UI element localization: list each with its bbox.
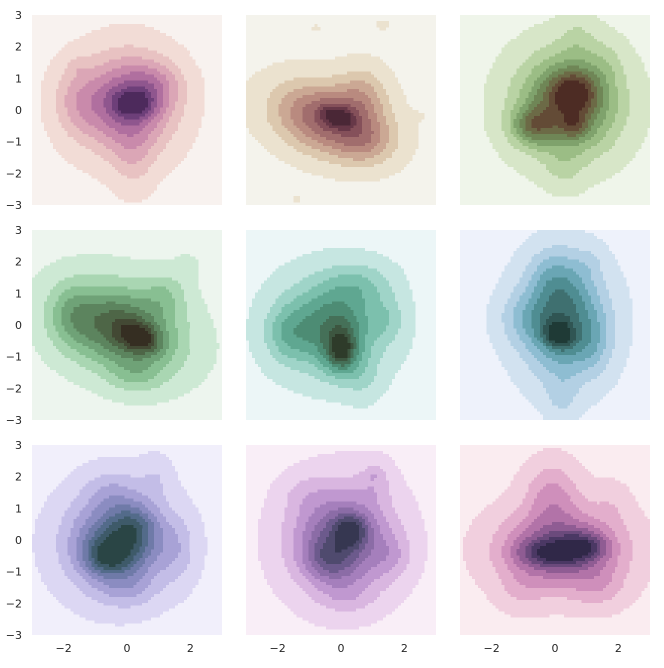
contour-level-8 [121, 325, 152, 347]
y-tick-label: 0 [15, 534, 22, 547]
y-tick-label: 2 [15, 256, 22, 269]
y-tick-label: −1 [6, 351, 22, 364]
contour-level-8 [537, 540, 592, 562]
x-tick-label: −2 [56, 642, 72, 655]
y-tick-label: −2 [6, 167, 22, 180]
x-tick-label: 0 [552, 642, 559, 655]
kde-contours [246, 20, 425, 203]
kde-contours [246, 247, 416, 409]
kde-panel-4: −3 −2 −1 0 1 2 3 [6, 224, 222, 427]
y-tick-label: −3 [6, 199, 22, 212]
y-tick-label: −3 [6, 629, 22, 642]
y-tick-label: 2 [15, 41, 22, 54]
y-tick-label: 3 [15, 224, 22, 237]
y-tick-label: −1 [6, 136, 22, 149]
contour-level-8 [326, 110, 351, 126]
y-tick-label: 1 [15, 502, 22, 515]
kde-contours [32, 253, 220, 406]
y-tick-label: −3 [6, 414, 22, 427]
contour-level-8 [555, 80, 589, 126]
kde-panel-9: −2 0 2 [460, 445, 650, 655]
y-tick-label: 0 [15, 319, 22, 332]
kde-panel-3 [460, 15, 650, 205]
contour-level-8 [97, 525, 137, 568]
contour-level-8 [335, 522, 360, 553]
y-tick-label: 1 [15, 72, 22, 85]
kde-contours [40, 23, 205, 203]
kde-contours [32, 450, 208, 627]
kde-panel-2 [246, 15, 436, 205]
kde-panel-7: −3 −2 −1 0 1 2 3 −2 0 2 [6, 439, 222, 655]
x-tick-label: 0 [338, 642, 345, 655]
kde-panel-5 [246, 230, 436, 420]
kde-contours [257, 450, 428, 630]
x-tick-label: 2 [615, 642, 622, 655]
y-tick-label: 0 [15, 104, 22, 117]
y-tick-label: 1 [15, 287, 22, 300]
y-tick-label: −2 [6, 597, 22, 610]
kde-contours [462, 447, 650, 618]
y-tick-label: 3 [15, 9, 22, 22]
x-tick-label: −2 [270, 642, 286, 655]
x-tick-label: 2 [187, 642, 194, 655]
contour-level-8 [549, 322, 571, 344]
contour-level-8 [332, 333, 351, 359]
y-tick-label: −2 [6, 382, 22, 395]
x-tick-label: 0 [124, 642, 131, 655]
kde-panel-6 [460, 230, 650, 420]
contour-level-8 [118, 92, 149, 114]
x-tick-label: −2 [484, 642, 500, 655]
y-tick-label: 3 [15, 439, 22, 452]
y-tick-label: −1 [6, 566, 22, 579]
y-tick-label: 2 [15, 471, 22, 484]
kde-panel-1: −3 −2 −1 0 1 2 3 [6, 9, 222, 212]
kde-contours [483, 15, 650, 197]
x-tick-label: 2 [401, 642, 408, 655]
kde-panel-8: −2 0 2 [246, 445, 436, 655]
kde-contours [486, 230, 633, 420]
